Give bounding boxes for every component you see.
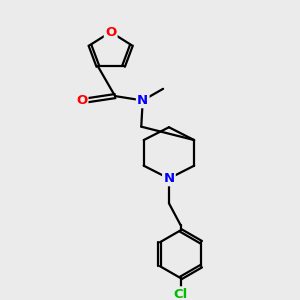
Text: Cl: Cl (173, 288, 188, 300)
Text: O: O (76, 94, 87, 107)
Text: N: N (137, 94, 148, 107)
Text: N: N (164, 172, 175, 185)
Text: O: O (105, 26, 116, 38)
